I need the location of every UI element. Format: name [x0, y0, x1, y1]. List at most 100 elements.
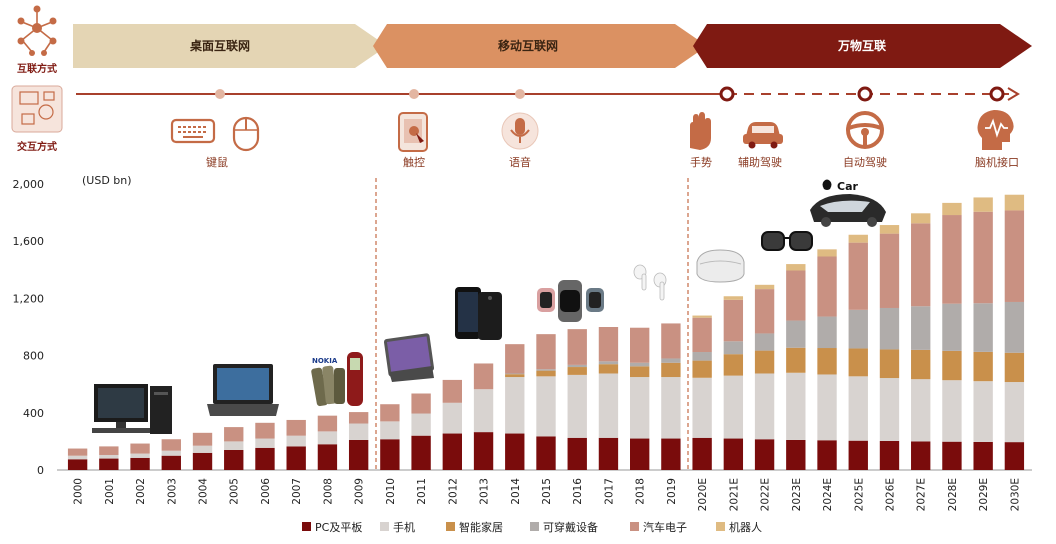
bar-segment	[99, 454, 119, 459]
bar-segment	[536, 334, 556, 370]
bar-segment	[942, 350, 962, 381]
x-tick-label: 2004	[198, 478, 210, 505]
bar-segment	[754, 350, 775, 374]
x-tick-label: 2022E	[760, 478, 772, 511]
bar-segment	[348, 439, 369, 470]
bar-segment	[848, 348, 868, 377]
timeline-node-gesture	[719, 86, 735, 102]
bar-segment	[161, 450, 181, 456]
bar-segment	[786, 372, 806, 440]
x-tick-label: 2008	[322, 478, 334, 505]
bar-segment	[848, 376, 868, 441]
timeline-node-keyboard	[215, 89, 225, 99]
bar-segment	[723, 341, 744, 355]
bar-segment	[411, 413, 431, 436]
era-label-desktop: 桌面互联网	[189, 38, 250, 53]
keyboard-icon	[170, 118, 216, 144]
bar-segment	[723, 375, 744, 439]
y-tick-label: 800	[23, 350, 44, 363]
interaction-icon	[11, 85, 63, 133]
legend-label: 手机	[393, 520, 415, 534]
bar-segment	[1004, 352, 1025, 383]
ar-glasses-image	[761, 231, 813, 251]
bar-segment	[67, 448, 88, 456]
bar-segment	[598, 361, 619, 365]
bar-segment	[661, 362, 681, 378]
bar-segment	[786, 264, 806, 271]
bar-segment	[942, 380, 962, 442]
interaction-label-bci: 脑机接口	[975, 155, 1019, 169]
bar-segment	[130, 443, 150, 454]
svg-text:NOKIA: NOKIA	[312, 357, 338, 365]
timeline-node-bci	[989, 86, 1005, 102]
bar-segment	[754, 439, 775, 470]
car-icon	[743, 122, 783, 149]
bar-segment	[348, 412, 369, 424]
bar-segment	[380, 404, 400, 422]
x-tick-label: 2011	[416, 478, 428, 505]
bar-segment	[598, 373, 619, 438]
interaction-label-keyboard-mouse: 键鼠	[206, 155, 228, 169]
bar-segment	[1004, 210, 1025, 302]
interaction-label-gesture: 手势	[690, 155, 712, 169]
bar-segment	[692, 352, 712, 361]
x-tick-label: 2006	[260, 478, 272, 505]
bar-segment	[224, 441, 244, 450]
hand-gesture-icon	[690, 112, 711, 150]
bar-segment	[380, 439, 400, 470]
desktop-pc-image	[92, 384, 172, 434]
bar-segment	[723, 438, 744, 470]
legend-label: 智能家居	[459, 520, 503, 534]
bar-segment	[473, 363, 494, 390]
bar-segment	[598, 327, 619, 362]
bar-segment	[1004, 442, 1025, 470]
bar-segment	[661, 377, 681, 439]
bar-segment	[630, 362, 650, 367]
bar-segment	[442, 433, 462, 470]
bar-segment	[848, 309, 868, 349]
bar-segment	[879, 233, 900, 308]
x-tick-label: 2015	[541, 478, 553, 505]
y-tick-label: 1,600	[13, 235, 45, 248]
y-tick-label: 400	[23, 407, 44, 420]
bar-segment	[567, 367, 587, 375]
bar-segment	[255, 438, 275, 448]
smartwatches-image	[537, 280, 604, 322]
bar-segment	[661, 438, 681, 470]
bar-segment	[380, 421, 400, 440]
bar-segment	[224, 449, 244, 470]
apple-car-label: Car	[837, 180, 858, 193]
laptop-image	[207, 364, 279, 416]
bar-segment	[786, 270, 806, 321]
brain-icon	[977, 110, 1014, 150]
x-tick-label: 2013	[479, 478, 491, 505]
x-tick-label: 2010	[385, 478, 397, 505]
bar-segment	[723, 296, 744, 300]
steering-wheel-icon	[846, 111, 884, 149]
x-tick-label: 2025E	[853, 478, 865, 511]
bar-segment	[911, 379, 931, 442]
bar-segment	[817, 374, 837, 441]
bar-segment	[630, 438, 650, 470]
x-tick-label: 2005	[229, 478, 241, 505]
x-tick-label: 2029E	[978, 478, 990, 511]
bar-segment	[754, 333, 775, 351]
bar-segment	[255, 422, 275, 439]
bar-segment	[192, 445, 213, 453]
bar-segment	[723, 354, 744, 376]
bar-segment	[630, 327, 650, 363]
bar-segment	[317, 444, 338, 470]
bar-segment	[1004, 301, 1025, 353]
bar-segment	[505, 373, 525, 375]
bar-segment	[942, 303, 962, 351]
bar-segment	[255, 447, 275, 470]
bar-segment	[473, 389, 494, 433]
bar-segment	[911, 223, 931, 307]
x-tick-label: 2018	[635, 478, 647, 505]
bar-segment	[942, 202, 962, 216]
bar-segment	[692, 360, 712, 378]
x-tick-label: 2030E	[1009, 478, 1021, 511]
y-axis-ticks: 0 400 800 1,200 1,600 2,000	[13, 178, 45, 477]
